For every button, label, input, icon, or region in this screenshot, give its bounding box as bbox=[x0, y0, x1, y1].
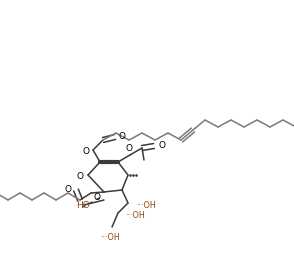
Text: ···OH: ···OH bbox=[100, 232, 120, 242]
Text: O: O bbox=[158, 140, 166, 150]
Text: O: O bbox=[118, 131, 126, 140]
Text: ···OH: ···OH bbox=[136, 200, 156, 210]
Text: O: O bbox=[126, 143, 133, 153]
Text: O: O bbox=[93, 192, 101, 202]
Text: HO: HO bbox=[76, 200, 90, 210]
Text: O: O bbox=[76, 172, 83, 180]
Text: O: O bbox=[64, 185, 71, 193]
Text: O: O bbox=[83, 147, 89, 155]
Text: ···OH: ···OH bbox=[125, 210, 145, 220]
